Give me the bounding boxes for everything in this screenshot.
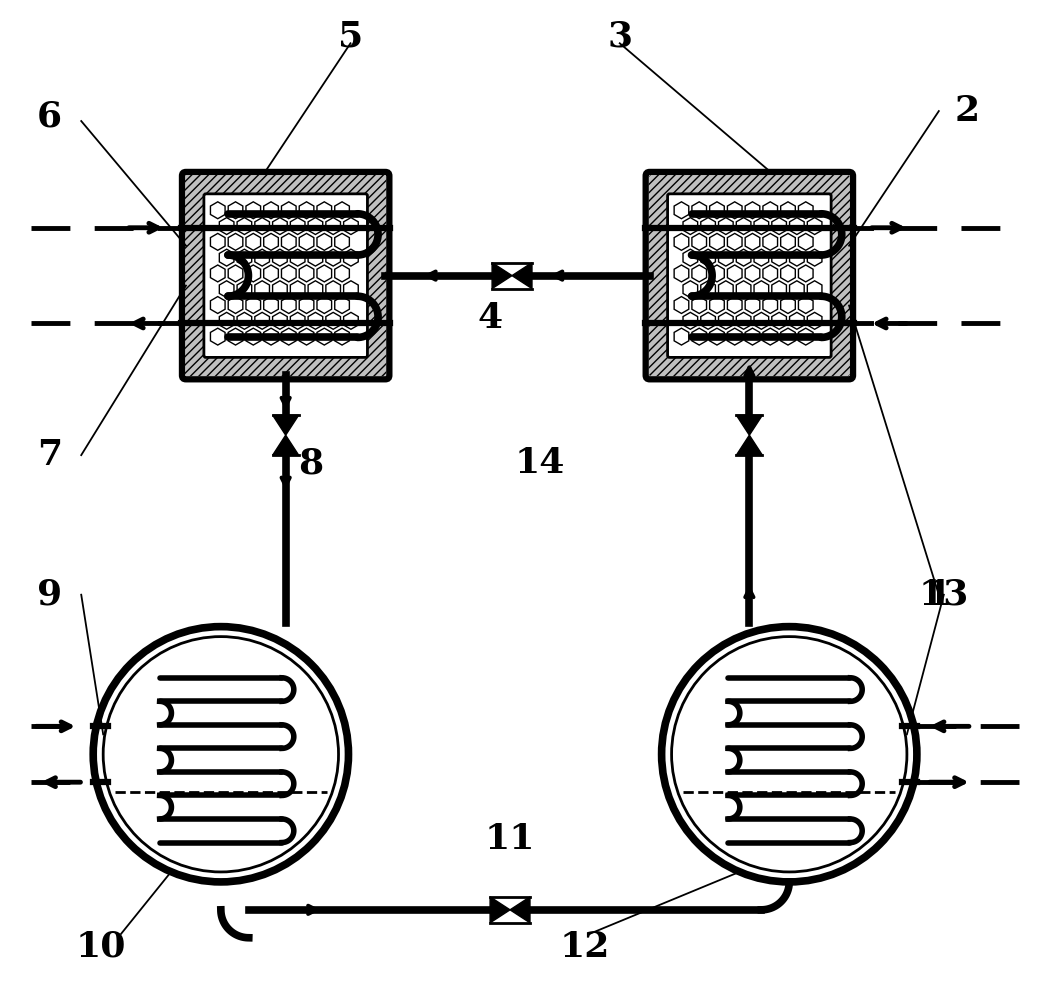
Polygon shape <box>512 262 532 288</box>
Text: 4: 4 <box>477 302 502 336</box>
Text: 1: 1 <box>926 578 951 612</box>
Circle shape <box>671 637 907 872</box>
FancyBboxPatch shape <box>204 194 367 357</box>
FancyBboxPatch shape <box>182 172 389 379</box>
Text: 3: 3 <box>608 19 633 53</box>
Text: 6: 6 <box>37 99 62 133</box>
FancyBboxPatch shape <box>667 194 831 357</box>
Polygon shape <box>272 436 299 455</box>
Text: 9: 9 <box>37 578 62 612</box>
Text: 10: 10 <box>76 930 126 963</box>
Polygon shape <box>490 897 511 923</box>
Polygon shape <box>736 436 762 455</box>
Text: 14: 14 <box>515 446 565 480</box>
FancyBboxPatch shape <box>645 172 853 379</box>
Text: 5: 5 <box>338 19 363 53</box>
Text: 8: 8 <box>298 446 324 480</box>
Text: 11: 11 <box>484 822 536 856</box>
Circle shape <box>103 637 338 872</box>
Polygon shape <box>736 415 762 436</box>
Text: 12: 12 <box>560 930 610 963</box>
Text: 13: 13 <box>919 578 969 612</box>
Text: 2: 2 <box>954 94 979 128</box>
Circle shape <box>662 627 917 882</box>
Polygon shape <box>511 897 530 923</box>
Polygon shape <box>272 415 299 436</box>
Text: 7: 7 <box>37 439 62 472</box>
Circle shape <box>93 627 349 882</box>
Polygon shape <box>492 262 512 288</box>
